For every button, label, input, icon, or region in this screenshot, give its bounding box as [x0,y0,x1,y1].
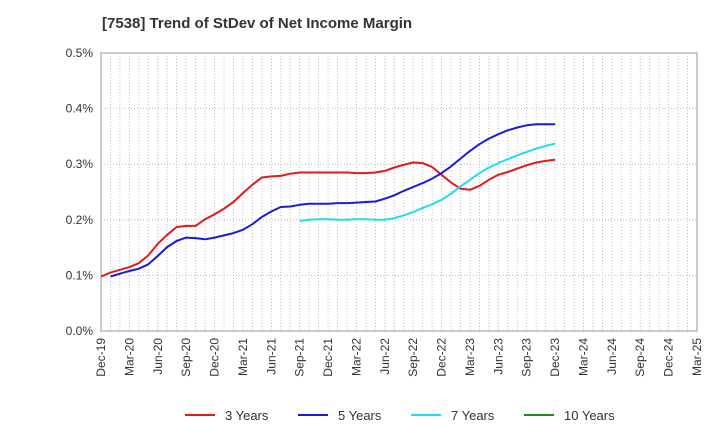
x-axis: Dec-19 Mar-20 Jun-20 Sep-20 Dec-20 Mar-21 Jun-… [94,338,704,377]
series-line [299,142,556,222]
x-tick-label: Dec-19 [94,338,108,377]
x-tick-label: Sep-23 [520,338,534,377]
x-tick-label: Jun-20 [151,338,165,375]
x-tick-label: Sep-20 [179,338,193,377]
chart-title: [7538] Trend of StDev of Net Income Marg… [102,15,412,32]
legend-label: 5 Years [338,408,382,423]
x-tick-label: Mar-21 [236,338,250,376]
series-line [100,158,556,278]
x-tick-label: Mar-20 [122,338,136,376]
x-tick-label: Sep-22 [406,338,420,377]
x-tick-label: Dec-21 [321,338,335,377]
series-lines [100,123,556,278]
legend: 3 Years 5 Years 7 Years 10 Years [185,408,615,423]
x-tick-label: Jun-23 [491,338,505,375]
x-tick-label: Sep-21 [293,338,307,377]
y-axis: 0.0% 0.1% 0.2% 0.3% 0.4% 0.5% [66,46,94,338]
y-tick-label: 0.5% [66,46,94,60]
x-tick-label: Jun-24 [605,338,619,375]
y-tick-label: 0.1% [66,268,94,282]
series-line [110,123,556,278]
y-tick-label: 0.0% [66,324,94,338]
y-tick-label: 0.3% [66,157,94,171]
x-tick-label: Dec-20 [208,338,222,377]
legend-label: 3 Years [225,408,269,423]
y-tick-label: 0.4% [66,102,94,116]
x-tick-label: Jun-22 [378,338,392,375]
y-tick-label: 0.2% [66,213,94,227]
x-tick-label: Mar-23 [463,338,477,376]
x-tick-label: Sep-24 [633,338,647,377]
legend-label: 7 Years [451,408,495,423]
x-tick-label: Dec-24 [662,338,676,377]
x-tick-label: Mar-25 [690,338,704,376]
x-tick-label: Jun-21 [264,338,278,375]
x-tick-label: Mar-22 [349,338,363,376]
x-tick-label: Dec-22 [435,338,449,377]
x-tick-label: Dec-23 [548,338,562,377]
legend-label: 10 Years [564,408,615,423]
x-tick-label: Mar-24 [576,338,590,376]
